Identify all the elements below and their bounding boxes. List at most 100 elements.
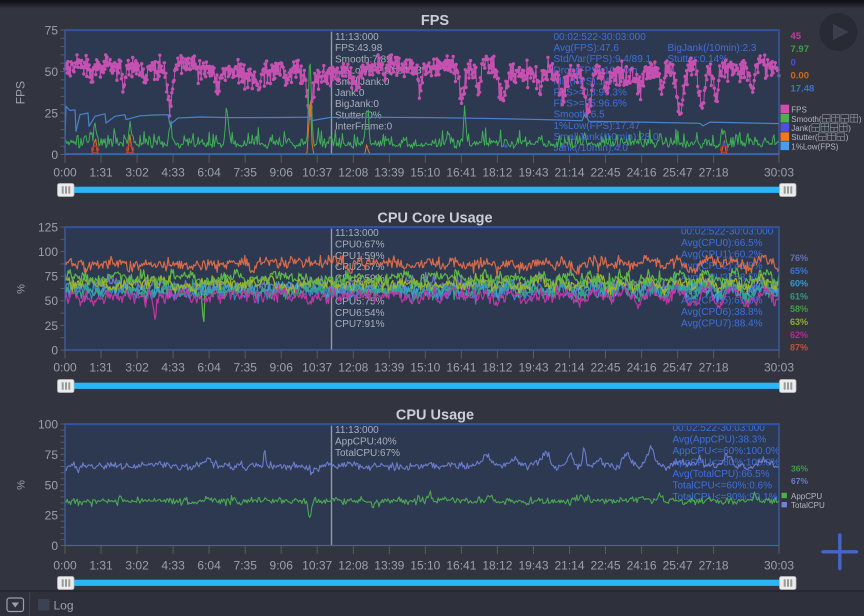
svg-text:AppCPU: AppCPU — [791, 492, 822, 501]
svg-text:25:47: 25:47 — [663, 559, 693, 573]
svg-text:30:03: 30:03 — [764, 559, 794, 573]
svg-text:16:41: 16:41 — [446, 361, 476, 375]
svg-text:7:35: 7:35 — [234, 166, 258, 180]
svg-text:BigJank:0: BigJank:0 — [335, 99, 379, 110]
svg-text:0.00: 0.00 — [791, 71, 810, 82]
svg-text:24:16: 24:16 — [627, 361, 657, 375]
svg-text:12:08: 12:08 — [338, 166, 368, 180]
svg-text:24:16: 24:16 — [627, 166, 657, 180]
svg-text:18:12: 18:12 — [482, 361, 512, 375]
svg-text:Avg(AppCPU):38.3%: Avg(AppCPU):38.3% — [673, 435, 767, 446]
svg-text:Avg(CPU5):61.6%: Avg(CPU5):61.6% — [681, 296, 763, 307]
svg-text:6:04: 6:04 — [197, 361, 221, 375]
svg-text:0:00: 0:00 — [53, 559, 77, 573]
svg-text:Min(FPS):14.0: Min(FPS):14.0 — [554, 76, 619, 87]
svg-text:CPU7:91%: CPU7:91% — [335, 319, 385, 330]
svg-text:125: 125 — [38, 221, 58, 235]
svg-text:CPU6:54%: CPU6:54% — [335, 308, 385, 319]
svg-text:63%: 63% — [790, 317, 808, 327]
svg-text:36%: 36% — [791, 464, 808, 474]
svg-text:75: 75 — [45, 270, 59, 284]
svg-text:TotalCPU: TotalCPU — [791, 501, 825, 510]
svg-text:FPS: FPS — [791, 106, 807, 115]
svg-text:FPS:43.98: FPS:43.98 — [335, 43, 383, 54]
svg-text:AppCPU<=80%:100.0%: AppCPU<=80%:100.0% — [673, 458, 780, 469]
svg-text:45: 45 — [791, 31, 802, 42]
svg-text:Log: Log — [54, 599, 74, 613]
svg-text:Avg(CPU6):38.8%: Avg(CPU6):38.8% — [681, 307, 763, 318]
svg-text:9:06: 9:06 — [270, 361, 294, 375]
svg-text:19:43: 19:43 — [518, 166, 548, 180]
svg-text:CPU3:59%: CPU3:59% — [335, 274, 385, 285]
svg-text:13:39: 13:39 — [374, 166, 404, 180]
svg-text:22:45: 22:45 — [590, 361, 620, 375]
svg-text:FPS>=18:99.3%: FPS>=18:99.3% — [554, 88, 627, 99]
svg-text:BigJank(/10min):2.3: BigJank(/10min):2.3 — [668, 43, 757, 54]
svg-text:15:10: 15:10 — [410, 166, 440, 180]
svg-text:60%: 60% — [790, 279, 808, 289]
svg-text:Stutter:0.14%: Stutter:0.14% — [668, 54, 729, 65]
svg-text:Std/Var(FPS):9.4/89.1: Std/Var(FPS):9.4/89.1 — [554, 54, 652, 65]
svg-text:CPU0:67%: CPU0:67% — [335, 239, 385, 250]
svg-text:Avg(CPU3):58.5%: Avg(CPU3):58.5% — [681, 273, 763, 284]
svg-text:9:06: 9:06 — [270, 559, 294, 573]
svg-text:11:13:000: 11:13:000 — [335, 32, 379, 43]
svg-text:Smooth:7.89: Smooth:7.89 — [335, 54, 392, 65]
svg-text:6:04: 6:04 — [197, 559, 221, 573]
svg-text:25: 25 — [45, 319, 59, 333]
svg-text:Jank:0: Jank:0 — [335, 88, 365, 99]
svg-text:61%: 61% — [790, 291, 808, 301]
svg-text:6:04: 6:04 — [197, 166, 221, 180]
svg-text:SmallJank:0: SmallJank:0 — [335, 77, 390, 88]
svg-text:75: 75 — [45, 448, 59, 462]
svg-text:22:45: 22:45 — [590, 166, 620, 180]
svg-text:10:37: 10:37 — [302, 166, 332, 180]
svg-text:7:35: 7:35 — [234, 559, 258, 573]
svg-text:58%: 58% — [790, 304, 808, 314]
svg-text:9:06: 9:06 — [270, 166, 294, 180]
svg-text:75: 75 — [45, 24, 59, 38]
svg-text:10:37: 10:37 — [302, 361, 332, 375]
svg-text:27:18: 27:18 — [699, 361, 729, 375]
svg-text:00:02:522-30:03:000: 00:02:522-30:03:000 — [673, 423, 766, 434]
svg-text:24:16: 24:16 — [627, 559, 657, 573]
svg-text:15:10: 15:10 — [410, 361, 440, 375]
svg-text:AppCPU<=60%:100.0%: AppCPU<=60%:100.0% — [673, 446, 780, 457]
svg-text:3:02: 3:02 — [125, 559, 149, 573]
svg-text:Avg(CPU0):66.5%: Avg(CPU0):66.5% — [681, 238, 763, 249]
svg-text:3:02: 3:02 — [125, 361, 149, 375]
svg-text:25:47: 25:47 — [663, 361, 693, 375]
svg-text:21:14: 21:14 — [554, 559, 584, 573]
svg-text:100: 100 — [38, 418, 58, 432]
svg-text:TotalCPU<=60%:0.6%: TotalCPU<=60%:0.6% — [673, 481, 773, 492]
svg-text:3:02: 3:02 — [125, 166, 149, 180]
svg-text:Jank(: Jank( — [791, 124, 811, 133]
svg-text:12:08: 12:08 — [338, 361, 368, 375]
svg-text:1%Low(FPS): 1%Low(FPS) — [791, 142, 838, 151]
svg-text:CPU2:67%: CPU2:67% — [335, 262, 385, 273]
svg-text:0: 0 — [791, 57, 796, 68]
svg-text:18:12: 18:12 — [482, 166, 512, 180]
svg-text:0: 0 — [51, 343, 58, 357]
svg-text:TotalCPU<=80%:99.1%: TotalCPU<=80%:99.1% — [673, 492, 778, 503]
svg-text:0:00: 0:00 — [53, 361, 77, 375]
svg-text:15:10: 15:10 — [410, 559, 440, 573]
svg-text:17.48: 17.48 — [791, 84, 815, 95]
svg-text:1:31: 1:31 — [89, 559, 113, 573]
svg-text:67%: 67% — [791, 476, 808, 486]
svg-text:FPS: FPS — [14, 81, 28, 104]
svg-text:4:33: 4:33 — [161, 361, 185, 375]
svg-text:Smooth:6.5: Smooth:6.5 — [554, 110, 606, 121]
svg-text:1:31: 1:31 — [89, 166, 113, 180]
svg-text:7.97: 7.97 — [791, 44, 810, 55]
svg-text:16:41: 16:41 — [446, 559, 476, 573]
svg-text:AppCPU:40%: AppCPU:40% — [335, 436, 397, 447]
svg-text:7:35: 7:35 — [234, 361, 258, 375]
svg-text:22:45: 22:45 — [590, 559, 620, 573]
svg-text:%: % — [16, 284, 28, 294]
svg-text:CPU1:59%: CPU1:59% — [335, 251, 385, 262]
svg-text:1%Low(FPS):17.47: 1%Low(FPS):17.47 — [554, 121, 641, 132]
svg-text:50: 50 — [45, 294, 59, 308]
svg-text:87%: 87% — [790, 343, 808, 353]
svg-text:16:41: 16:41 — [446, 166, 476, 180]
